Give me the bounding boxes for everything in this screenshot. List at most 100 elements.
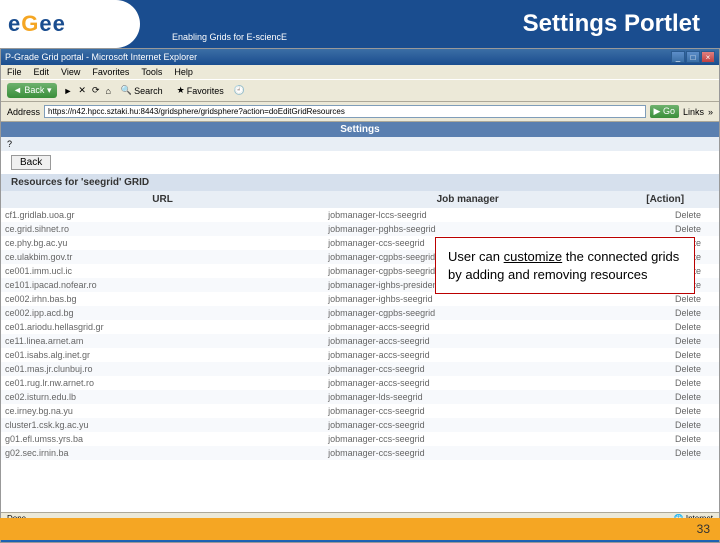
table-row: ce01.rug.lr.nw.arnet.rojobmanager-accs-s… — [1, 376, 719, 390]
delete-link[interactable]: Delete — [611, 446, 719, 460]
delete-link[interactable]: Delete — [611, 292, 719, 306]
maximize-icon[interactable]: □ — [686, 51, 700, 63]
cell-manager: jobmanager-pghbs-seegrid — [324, 222, 611, 236]
page-number: 33 — [697, 522, 710, 536]
stop-icon[interactable]: ✕ — [78, 85, 86, 96]
browser-window: P-Grade Grid portal - Microsoft Internet… — [0, 48, 720, 543]
minimize-icon[interactable]: _ — [671, 51, 685, 63]
search-button[interactable]: 🔍 Search — [117, 84, 167, 97]
history-icon[interactable]: 🕘 — [234, 85, 245, 96]
cell-url: ce01.mas.jr.clunbuj.ro — [1, 362, 324, 376]
cell-url: ce01.ariodu.hellasgrid.gr — [1, 320, 324, 334]
favorites-button[interactable]: ★ Favorites — [173, 84, 228, 97]
cell-manager: jobmanager-lds-seegrid — [324, 390, 611, 404]
browser-title-bar: P-Grade Grid portal - Microsoft Internet… — [1, 49, 719, 65]
delete-link[interactable]: Delete — [611, 306, 719, 320]
delete-link[interactable]: Delete — [611, 432, 719, 446]
resources-title: Resources for 'seegrid' GRID — [1, 174, 719, 191]
cell-url: ce01.isabs.alg.inet.gr — [1, 348, 324, 362]
delete-link[interactable]: Delete — [611, 334, 719, 348]
home-icon[interactable]: ⌂ — [105, 86, 110, 96]
cell-url: ce11.linea.arnet.am — [1, 334, 324, 348]
table-row: ce01.mas.jr.clunbuj.rojobmanager-ccs-see… — [1, 362, 719, 376]
delete-link[interactable]: Delete — [611, 208, 719, 222]
cell-url: g01.efl.umss.yrs.ba — [1, 432, 324, 446]
close-icon[interactable]: × — [701, 51, 715, 63]
table-row: cluster1.csk.kg.ac.yujobmanager-ccs-seeg… — [1, 418, 719, 432]
cell-manager: jobmanager-ighbs-seegrid — [324, 292, 611, 306]
slide-title: Settings Portlet — [523, 10, 700, 38]
cell-manager: jobmanager-accs-seegrid — [324, 348, 611, 362]
col-action: [Action] — [611, 191, 719, 208]
delete-link[interactable]: Delete — [611, 222, 719, 236]
menu-view[interactable]: View — [61, 67, 80, 77]
cell-manager: jobmanager-accs-seegrid — [324, 376, 611, 390]
menu-file[interactable]: File — [7, 67, 22, 77]
table-row: ce11.linea.arnet.amjobmanager-accs-seegr… — [1, 334, 719, 348]
cell-url: ce.irney.bg.na.yu — [1, 404, 324, 418]
delete-link[interactable]: Delete — [611, 390, 719, 404]
delete-link[interactable]: Delete — [611, 362, 719, 376]
help-row: ? — [1, 137, 719, 151]
table-row: ce002.ipp.acd.bgjobmanager-cgpbs-seegrid… — [1, 306, 719, 320]
table-row: cf1.gridlab.uoa.grjobmanager-lccs-seegri… — [1, 208, 719, 222]
cell-url: ce.ulakbim.gov.tr — [1, 250, 324, 264]
cell-url: ce02.isturn.edu.lb — [1, 390, 324, 404]
links-chevron-icon[interactable]: » — [708, 107, 713, 117]
links-label[interactable]: Links — [683, 107, 704, 117]
cell-url: g02.sec.irnin.ba — [1, 446, 324, 460]
cell-manager: jobmanager-lccs-seegrid — [324, 208, 611, 222]
menu-tools[interactable]: Tools — [141, 67, 162, 77]
table-row: ce01.ariodu.hellasgrid.grjobmanager-accs… — [1, 320, 719, 334]
cell-manager: jobmanager-cgpbs-seegrid — [324, 306, 611, 320]
cell-url: ce01.rug.lr.nw.arnet.ro — [1, 376, 324, 390]
table-row: g02.sec.irnin.bajobmanager-ccs-seegridDe… — [1, 446, 719, 460]
table-row: ce02.isturn.edu.lbjobmanager-lds-seegrid… — [1, 390, 719, 404]
window-title: P-Grade Grid portal - Microsoft Internet… — [5, 52, 197, 62]
delete-link[interactable]: Delete — [611, 418, 719, 432]
cell-manager: jobmanager-ccs-seegrid — [324, 404, 611, 418]
cell-url: cf1.gridlab.uoa.gr — [1, 208, 324, 222]
page-content: Settings ? Back Resources for 'seegrid' … — [1, 122, 719, 512]
col-manager: Job manager — [324, 191, 611, 208]
cell-url: ce001.imm.ucl.ic — [1, 264, 324, 278]
address-label: Address — [7, 107, 40, 117]
table-row: ce002.irhn.bas.bgjobmanager-ighbs-seegri… — [1, 292, 719, 306]
address-bar: Address https://n42.hpcc.sztaki.hu:8443/… — [1, 102, 719, 122]
address-input[interactable]: https://n42.hpcc.sztaki.hu:8443/gridsphe… — [44, 105, 646, 118]
cell-url: ce.grid.sihnet.ro — [1, 222, 324, 236]
forward-icon[interactable]: ► — [63, 86, 72, 96]
annotation-callout: User can customize the connected grids b… — [435, 237, 695, 294]
table-row: ce01.isabs.alg.inet.grjobmanager-accs-se… — [1, 348, 719, 362]
table-row: g01.efl.umss.yrs.bajobmanager-ccs-seegri… — [1, 432, 719, 446]
cell-url: ce002.irhn.bas.bg — [1, 292, 324, 306]
cell-manager: jobmanager-ccs-seegrid — [324, 418, 611, 432]
delete-link[interactable]: Delete — [611, 348, 719, 362]
go-button[interactable]: ▶ Go — [650, 105, 679, 118]
back-button[interactable]: ◄ Back ▾ — [7, 83, 57, 98]
refresh-icon[interactable]: ⟳ — [92, 85, 100, 96]
delete-link[interactable]: Delete — [611, 320, 719, 334]
delete-link[interactable]: Delete — [611, 376, 719, 390]
slide-footer: 33 — [0, 518, 720, 540]
slide-header: eGee Enabling Grids for E-sciencE Settin… — [0, 0, 720, 48]
cell-url: cluster1.csk.kg.ac.yu — [1, 418, 324, 432]
table-row: ce.grid.sihnet.rojobmanager-pghbs-seegri… — [1, 222, 719, 236]
cell-manager: jobmanager-accs-seegrid — [324, 334, 611, 348]
settings-header: Settings — [1, 122, 719, 137]
resources-table: URL Job manager [Action] cf1.gridlab.uoa… — [1, 191, 719, 460]
menu-edit[interactable]: Edit — [34, 67, 50, 77]
cell-manager: jobmanager-ccs-seegrid — [324, 432, 611, 446]
portlet-back-button[interactable]: Back — [11, 155, 51, 170]
browser-menu: File Edit View Favorites Tools Help — [1, 65, 719, 79]
header-subtitle: Enabling Grids for E-sciencE — [172, 32, 287, 42]
menu-favorites[interactable]: Favorites — [92, 67, 129, 77]
cell-manager: jobmanager-ccs-seegrid — [324, 362, 611, 376]
delete-link[interactable]: Delete — [611, 404, 719, 418]
logo: eGee — [0, 0, 140, 48]
col-url: URL — [1, 191, 324, 208]
cell-url: ce101.ipacad.nofear.ro — [1, 278, 324, 292]
table-row: ce.irney.bg.na.yujobmanager-ccs-seegridD… — [1, 404, 719, 418]
menu-help[interactable]: Help — [174, 67, 193, 77]
cell-manager: jobmanager-ccs-seegrid — [324, 446, 611, 460]
